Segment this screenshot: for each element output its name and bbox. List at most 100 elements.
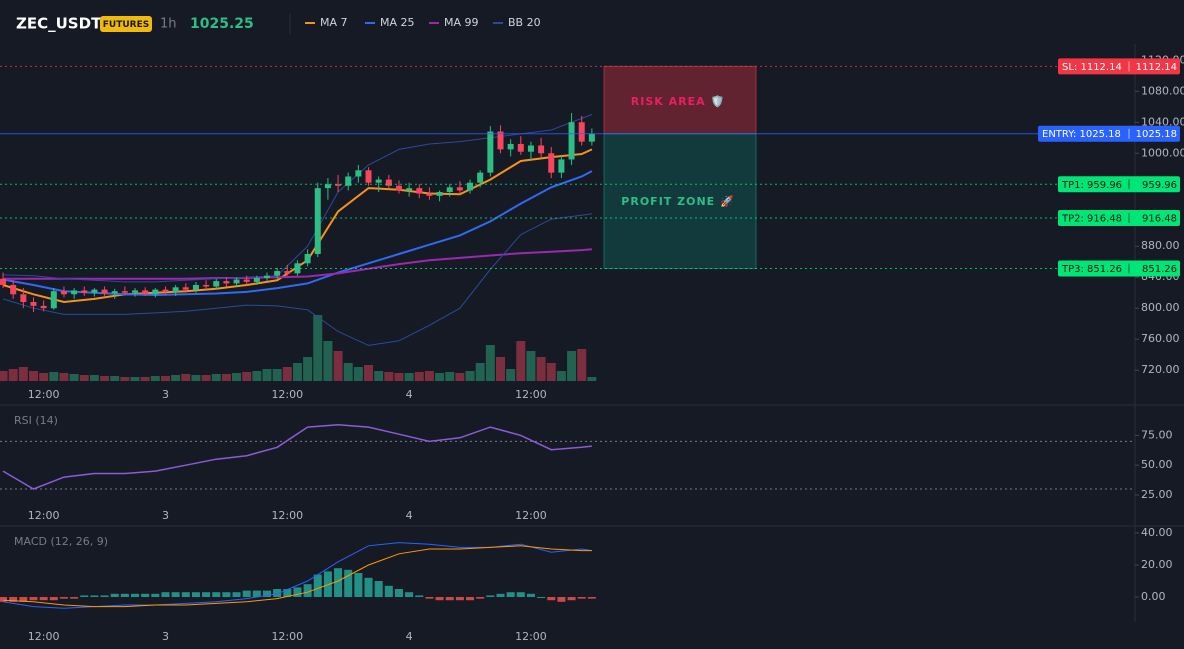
histogram-bar	[0, 597, 8, 602]
y-tick-label: 50.00	[1141, 458, 1173, 471]
histogram-bar	[334, 568, 343, 598]
macd-line	[2, 542, 592, 609]
volume-bar	[353, 367, 363, 381]
volume-bar	[303, 357, 313, 381]
volume-bar	[587, 377, 597, 381]
histogram-bar	[49, 597, 58, 601]
candle-body	[426, 193, 433, 196]
level-label: TP1: 959.96	[1061, 180, 1122, 191]
candle-body	[243, 279, 250, 282]
candle-body	[213, 281, 220, 287]
candle-body	[263, 275, 270, 278]
volume-bar	[333, 351, 343, 381]
candle-body	[294, 263, 301, 274]
volume-bar	[556, 371, 566, 381]
candle-body	[314, 188, 321, 254]
volume-bar	[18, 367, 28, 381]
histogram-bar	[242, 590, 251, 598]
volume-bar	[384, 372, 394, 381]
volume-bar	[445, 372, 455, 381]
volume-bar	[171, 375, 181, 381]
histogram-bar	[476, 597, 485, 599]
candle-body	[395, 185, 402, 191]
histogram-bar	[577, 597, 586, 599]
volume-bar	[181, 374, 191, 381]
candle-body	[81, 290, 88, 293]
candle-body	[355, 170, 362, 177]
volume-bar	[435, 373, 445, 381]
zone-label: PROFIT ZONE 🚀	[621, 195, 734, 208]
volume-bar	[506, 369, 516, 381]
candle-body	[477, 172, 484, 183]
candle-body	[152, 289, 159, 295]
histogram-bar	[547, 597, 556, 601]
histogram-bar	[374, 581, 383, 598]
histogram-bar	[39, 597, 48, 601]
candle-body	[101, 289, 108, 294]
level-label: TP2: 916.48	[1061, 213, 1122, 224]
histogram-bar	[323, 571, 332, 598]
volume-bar	[536, 357, 546, 381]
y-tick-label: 1040.00	[1141, 115, 1184, 128]
level-label: ENTRY: 1025.18	[1042, 129, 1121, 140]
candle-body	[517, 143, 524, 152]
x-tick-label: 4	[406, 509, 413, 522]
histogram-bar	[131, 593, 140, 598]
rsi-line	[2, 423, 592, 490]
volume-bar	[282, 367, 292, 381]
candle-body	[558, 159, 565, 173]
histogram-bar	[405, 592, 414, 598]
x-tick-label: 12:00	[515, 509, 547, 522]
x-tick-label: 12:00	[515, 630, 547, 643]
y-tick-label: 800.00	[1141, 301, 1180, 314]
x-tick-label: 12:00	[28, 388, 60, 401]
histogram-bar	[171, 592, 180, 598]
candle-body	[182, 287, 189, 290]
volume-bar	[201, 375, 211, 381]
histogram-bar	[151, 593, 160, 598]
volume-bar	[343, 363, 353, 381]
rsi-title: RSI (14)	[14, 414, 58, 427]
candle-body	[375, 179, 382, 183]
x-tick-label: 12:00	[271, 630, 303, 643]
level-label: TP3: 851.26	[1061, 264, 1122, 275]
candle-body	[50, 291, 57, 309]
y-tick-label: 75.00	[1141, 428, 1173, 441]
x-tick-label: 4	[406, 630, 413, 643]
candle-body	[385, 179, 392, 186]
histogram-bar	[252, 590, 261, 598]
histogram-bar	[364, 577, 373, 598]
candle-body	[588, 133, 595, 142]
histogram-bar	[466, 597, 475, 601]
last-price: 1025.25	[190, 16, 254, 32]
volume-bar	[567, 351, 577, 381]
candle-body	[416, 188, 423, 194]
volume-bar	[262, 369, 272, 381]
candle-body	[568, 122, 575, 160]
histogram-bar	[354, 572, 363, 598]
y-tick-label: 1080.00	[1141, 84, 1184, 97]
x-tick-label: 3	[162, 630, 169, 643]
histogram-bar	[212, 592, 221, 598]
candle-body	[467, 182, 474, 191]
volume-bar	[414, 372, 424, 381]
volume-bar	[252, 371, 262, 381]
level-tag	[1058, 176, 1180, 193]
candle-body	[253, 278, 260, 282]
volume-bar	[211, 374, 221, 381]
volume-bar	[292, 363, 302, 381]
volume-bar	[485, 345, 495, 381]
volume-bar	[191, 375, 201, 381]
legend-label: MA 99	[444, 16, 479, 29]
histogram-bar	[537, 597, 546, 599]
volume-bar	[242, 372, 252, 381]
y-tick-label: 40.00	[1141, 526, 1173, 539]
histogram-bar	[110, 593, 119, 598]
level-price: 1025.18	[1136, 129, 1177, 140]
volume-bar	[394, 373, 404, 381]
histogram-bar	[273, 589, 282, 598]
badge: FUTURES	[103, 20, 149, 30]
level-tag	[1058, 260, 1180, 277]
